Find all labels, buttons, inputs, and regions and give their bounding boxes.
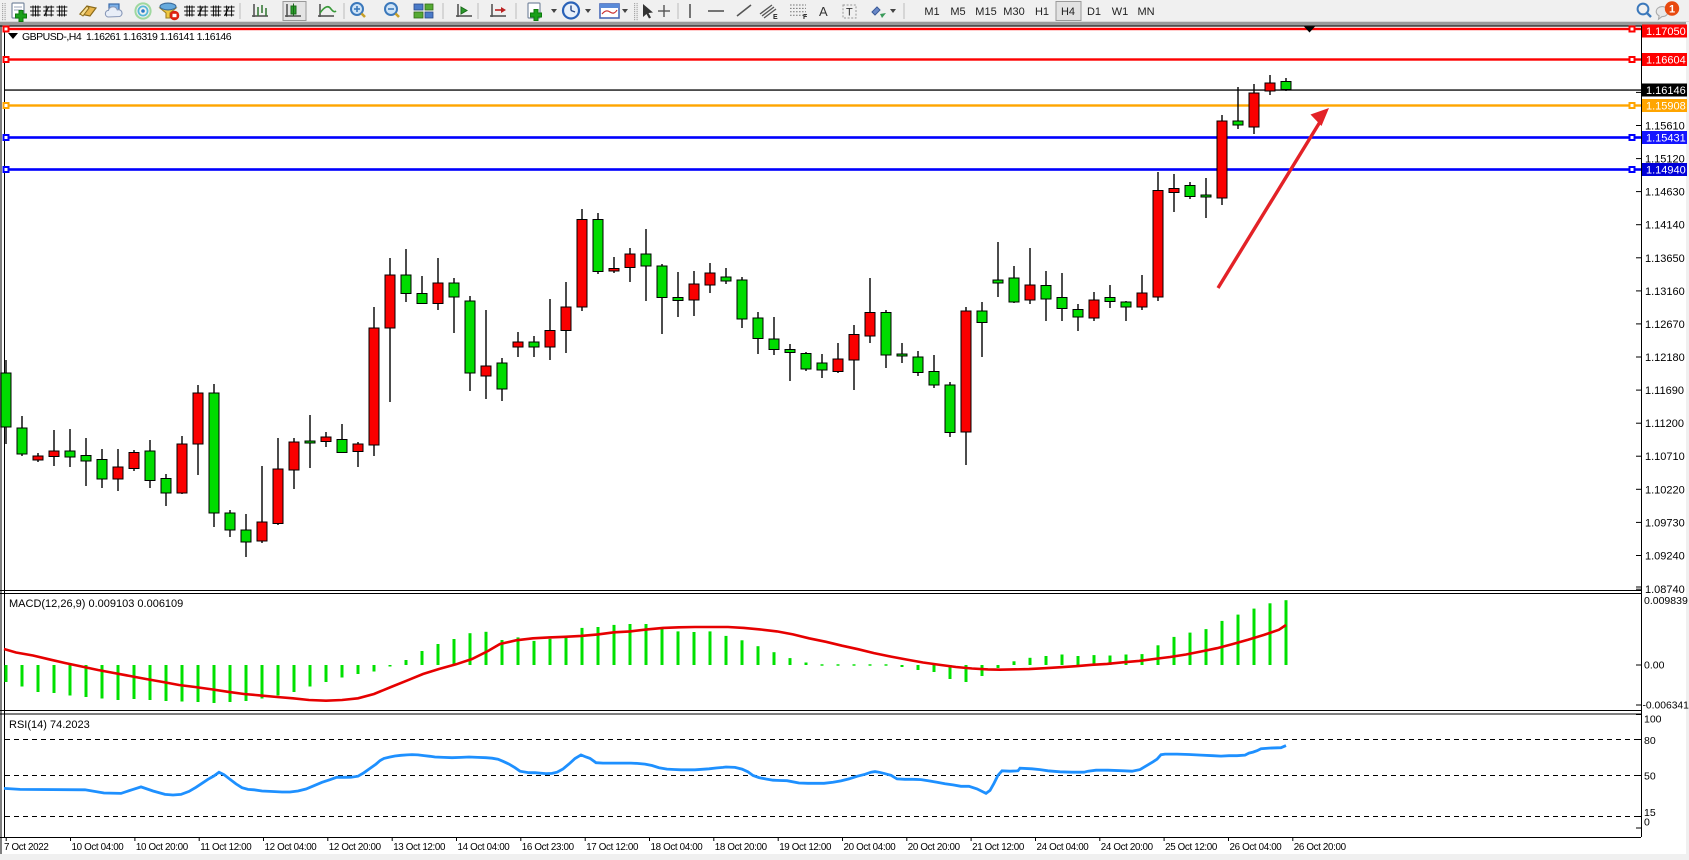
svg-text:12 Oct 04:00: 12 Oct 04:00 — [265, 842, 318, 853]
svg-text:21 Oct 12:00: 21 Oct 12:00 — [972, 842, 1025, 853]
svg-text:11 Oct 12:00: 11 Oct 12:00 — [200, 842, 252, 853]
svg-text:1.15120: 1.15120 — [1645, 154, 1685, 166]
svg-text:24 Oct 20:00: 24 Oct 20:00 — [1101, 842, 1154, 853]
svg-text:1.14140: 1.14140 — [1645, 220, 1685, 232]
svg-text:M15: M15 — [975, 6, 996, 18]
svg-text:M1: M1 — [924, 6, 939, 18]
svg-text:0: 0 — [1644, 817, 1650, 829]
svg-text:50: 50 — [1644, 771, 1656, 783]
svg-text:24 Oct 04:00: 24 Oct 04:00 — [1037, 842, 1090, 853]
svg-text:F: F — [803, 14, 808, 21]
svg-text:E: E — [773, 14, 778, 21]
svg-text:1.08740: 1.08740 — [1645, 584, 1685, 596]
svg-text:1.10710: 1.10710 — [1645, 451, 1685, 463]
svg-text:100: 100 — [1644, 714, 1662, 726]
svg-text:1.15610: 1.15610 — [1645, 121, 1685, 133]
svg-text:0.00: 0.00 — [1644, 660, 1665, 672]
svg-text:MN: MN — [1137, 6, 1154, 18]
svg-text:20 Oct 04:00: 20 Oct 04:00 — [844, 842, 897, 853]
svg-text:GBPUSD-,H4 1.16261 1.16319 1.: GBPUSD-,H4 1.16261 1.16319 1.16141 1.161… — [22, 31, 232, 43]
svg-text:1.15431: 1.15431 — [1646, 133, 1686, 145]
svg-text:1.16604: 1.16604 — [1646, 55, 1686, 67]
svg-text:1.13650: 1.13650 — [1645, 253, 1685, 265]
svg-text:1.11200: 1.11200 — [1645, 418, 1684, 430]
svg-text:A: A — [819, 4, 828, 19]
svg-text:T: T — [846, 7, 853, 19]
svg-text:M5: M5 — [950, 6, 965, 18]
svg-text:1: 1 — [1669, 4, 1675, 16]
svg-text:26 Oct 20:00: 26 Oct 20:00 — [1294, 842, 1347, 853]
svg-text:M30: M30 — [1003, 6, 1024, 18]
svg-text:-0.006341: -0.006341 — [1643, 701, 1689, 712]
svg-text:18 Oct 04:00: 18 Oct 04:00 — [651, 842, 704, 853]
svg-text:1.10220: 1.10220 — [1645, 484, 1685, 496]
svg-text:1.17050: 1.17050 — [1646, 26, 1686, 38]
svg-text:1.15908: 1.15908 — [1646, 101, 1686, 113]
svg-text:25 Oct 12:00: 25 Oct 12:00 — [1165, 842, 1218, 853]
svg-text:H1: H1 — [1035, 6, 1049, 18]
svg-text:10 Oct 04:00: 10 Oct 04:00 — [72, 842, 125, 853]
svg-text:H4: H4 — [1061, 6, 1075, 18]
svg-text:1.14630: 1.14630 — [1645, 187, 1685, 199]
svg-text:1.12180: 1.12180 — [1645, 352, 1685, 364]
svg-text:10 Oct 20:00: 10 Oct 20:00 — [136, 842, 189, 853]
svg-text:14 Oct 04:00: 14 Oct 04:00 — [458, 842, 511, 853]
svg-text:1.09240: 1.09240 — [1645, 551, 1685, 563]
svg-text:1.11690: 1.11690 — [1645, 385, 1684, 397]
svg-text:20 Oct 20:00: 20 Oct 20:00 — [908, 842, 961, 853]
svg-text:1.09730: 1.09730 — [1645, 517, 1685, 529]
svg-text:W1: W1 — [1112, 6, 1129, 18]
svg-text:13 Oct 12:00: 13 Oct 12:00 — [393, 842, 446, 853]
svg-text:RSI(14) 74.2023: RSI(14) 74.2023 — [9, 719, 90, 731]
svg-text:80: 80 — [1644, 735, 1656, 747]
svg-text:0.009839: 0.009839 — [1644, 595, 1688, 607]
svg-text:18 Oct 20:00: 18 Oct 20:00 — [715, 842, 768, 853]
svg-text:1.14940: 1.14940 — [1646, 165, 1686, 177]
svg-text:1.12670: 1.12670 — [1645, 319, 1685, 331]
svg-text:15: 15 — [1644, 807, 1656, 819]
svg-text:26 Oct 04:00: 26 Oct 04:00 — [1230, 842, 1283, 853]
svg-text:16 Oct 23:00: 16 Oct 23:00 — [522, 842, 575, 853]
svg-text:17 Oct 12:00: 17 Oct 12:00 — [586, 842, 639, 853]
svg-text:12 Oct 20:00: 12 Oct 20:00 — [329, 842, 382, 853]
svg-text:7 Oct 2022: 7 Oct 2022 — [4, 842, 48, 853]
svg-text:19 Oct 12:00: 19 Oct 12:00 — [779, 842, 832, 853]
svg-text:MACD(12,26,9) 0.009103 0.00610: MACD(12,26,9) 0.009103 0.006109 — [9, 598, 183, 610]
svg-text:1.13160: 1.13160 — [1645, 286, 1685, 298]
svg-text:1.16146: 1.16146 — [1646, 85, 1686, 97]
svg-text:D1: D1 — [1087, 6, 1101, 18]
